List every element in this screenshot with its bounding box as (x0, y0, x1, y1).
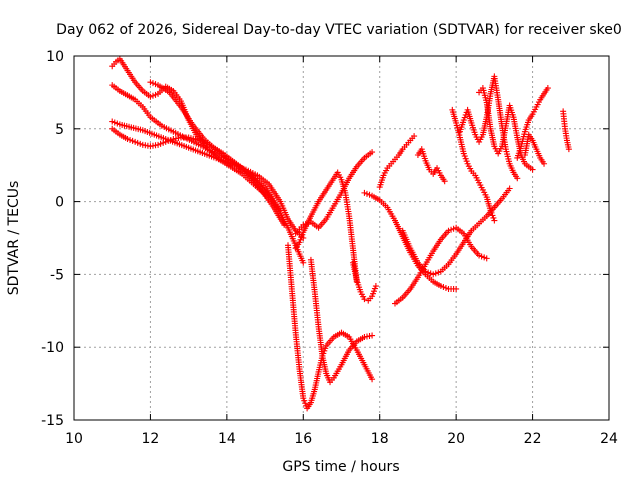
x-tick-label: 10 (65, 431, 83, 447)
data-point-arc-7 (369, 149, 376, 156)
y-tick-label: 0 (55, 195, 64, 211)
x-tick-label: 24 (600, 431, 618, 447)
data-point-arc-6 (369, 376, 376, 383)
data-point-arc-15 (441, 178, 448, 185)
data-point-arc-21 (565, 146, 572, 153)
x-tick-label: 14 (218, 431, 236, 447)
data-point-arc-1 (300, 259, 307, 266)
y-tick-label: 10 (46, 49, 64, 65)
x-tick-label: 16 (294, 431, 312, 447)
data-point-arc-17 (514, 175, 521, 182)
data-point-arc-10 (372, 283, 379, 290)
x-tick-label: 12 (142, 431, 160, 447)
x-tick-label: 18 (371, 431, 389, 447)
y-tick-label: -10 (41, 340, 64, 356)
data-point-arc-18 (529, 166, 536, 173)
data-point-arc-13 (506, 185, 513, 192)
axis-ticks: 10 12 14 16 18 20 22 24 -15 -10 -5 0 5 10 (41, 49, 618, 447)
chart-title: Day 062 of 2026, Sidereal Day-to-day VTE… (56, 22, 622, 38)
y-axis-label: SDTVAR / TECUs (6, 181, 22, 296)
y-tick-label: -15 (41, 413, 64, 429)
y-tick-label: 5 (55, 122, 64, 138)
x-tick-label: 20 (447, 431, 465, 447)
data-point-arc-16 (491, 217, 498, 224)
data-point-arc-9 (369, 332, 376, 339)
data-point-arc-19 (544, 85, 551, 92)
grid (74, 56, 609, 420)
data-point-arc-20 (541, 160, 548, 167)
y-tick-label: -5 (50, 267, 64, 283)
data-point-arc-3 (277, 207, 284, 214)
data-point-arc-11 (453, 285, 460, 292)
data-point-arc-5 (281, 221, 288, 228)
x-tick-label: 22 (524, 431, 542, 447)
x-axis-label: GPS time / hours (282, 459, 399, 475)
data-points (109, 55, 572, 412)
data-point-arc-12 (483, 255, 490, 262)
data-point-arc-14 (411, 133, 418, 140)
plot-frame (73, 55, 610, 421)
data-point-arc-10 (361, 296, 368, 303)
